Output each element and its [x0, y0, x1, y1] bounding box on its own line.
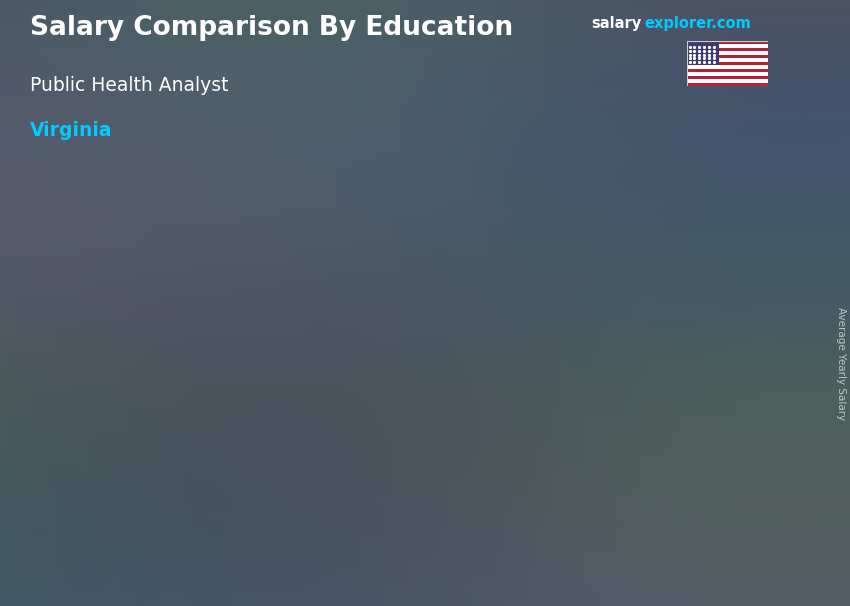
Polygon shape: [127, 515, 233, 521]
Polygon shape: [348, 348, 456, 353]
Bar: [687, 41, 768, 44]
Polygon shape: [348, 515, 456, 521]
Bar: [687, 51, 768, 55]
Polygon shape: [665, 235, 678, 521]
Text: 108,000 USD: 108,000 USD: [83, 389, 184, 404]
Bar: [687, 76, 768, 79]
Text: +68%: +68%: [478, 167, 558, 191]
Bar: [687, 82, 768, 86]
Bar: [687, 62, 768, 65]
Bar: [687, 72, 768, 76]
Text: Salary Comparison By Education: Salary Comparison By Education: [30, 15, 513, 41]
Polygon shape: [220, 408, 233, 521]
Polygon shape: [136, 414, 168, 521]
Polygon shape: [442, 348, 456, 521]
Text: 169,000 USD: 169,000 USD: [334, 329, 434, 344]
Polygon shape: [127, 408, 233, 414]
Text: explorer.com: explorer.com: [644, 16, 751, 32]
Bar: [687, 65, 768, 68]
Bar: [687, 68, 768, 72]
Polygon shape: [358, 353, 391, 521]
Polygon shape: [127, 414, 220, 521]
Bar: [687, 48, 768, 51]
Polygon shape: [571, 235, 678, 241]
Polygon shape: [581, 241, 613, 521]
Text: salary: salary: [591, 16, 641, 32]
Text: 283,000 USD: 283,000 USD: [557, 216, 657, 231]
Polygon shape: [571, 515, 678, 521]
Text: Average Yearly Salary: Average Yearly Salary: [836, 307, 846, 420]
Bar: [687, 44, 768, 48]
Polygon shape: [571, 241, 665, 521]
Text: Public Health Analyst: Public Health Analyst: [30, 76, 229, 95]
Bar: [687, 79, 768, 82]
Bar: [687, 55, 768, 58]
Text: +57%: +57%: [226, 267, 307, 291]
Bar: [687, 58, 768, 62]
Polygon shape: [348, 353, 442, 521]
Text: Virginia: Virginia: [30, 121, 112, 140]
Bar: [687, 41, 719, 65]
